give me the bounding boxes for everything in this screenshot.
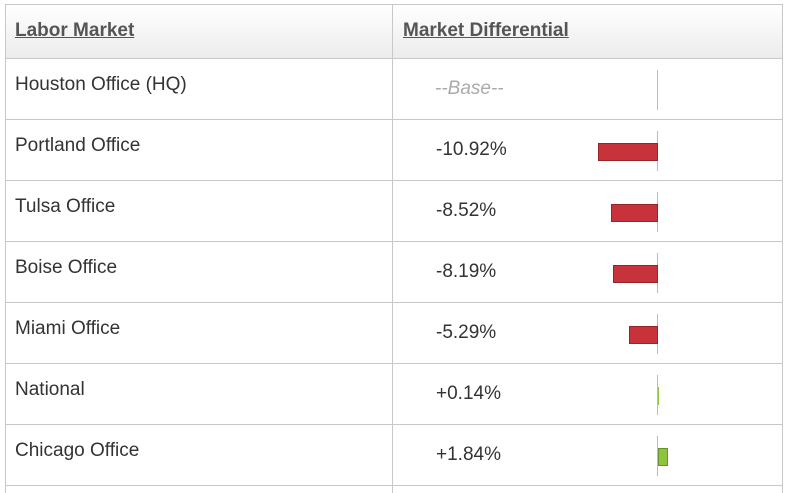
table-row: Portland Office -10.92% [6,120,782,181]
market-label: Boise Office [15,257,118,278]
column-header: Labor Market [15,20,135,41]
table-header: Labor Market Market Differential [6,5,782,59]
zero-axis [657,70,658,110]
differential-bar [612,265,658,283]
zero-axis [657,436,658,476]
market-label: Portland Office [15,135,141,156]
table: Labor Market Market Differential Houston… [5,4,783,493]
table-row: Tulsa Office -8.52% [6,181,782,242]
differential-text: --Base-- [435,78,504,99]
table-row: Houston Office (HQ) --Base-- [6,59,782,120]
differential-text: -5.29% [436,322,497,343]
table-row: Miami Office -5.29% [6,303,782,364]
differential-text: -8.52% [436,200,497,221]
table-row: Chicago Office +1.84% [6,425,782,486]
differential-text: +1.84% [436,444,501,465]
market-label: National [15,379,85,400]
differential-text: +0.14% [436,383,501,404]
column-header: Market Differential [403,20,569,41]
differential-bar [628,326,658,344]
market-label: Houston Office (HQ) [15,74,187,95]
differential-bar [658,448,669,466]
market-label: Tulsa Office [15,196,116,217]
differential-text: -10.92% [436,139,507,160]
market-label: Miami Office [15,318,121,339]
differential-text: -8.19% [436,261,497,282]
table-row: National +0.14% [6,364,782,425]
market-label: Chicago Office [15,440,140,461]
differential-bar [597,143,658,161]
zero-axis [657,375,658,415]
table-row: Boise Office -8.19% [6,242,782,303]
differential-bar [611,204,658,222]
differential-bar [658,387,659,405]
column-divider [392,5,393,493]
